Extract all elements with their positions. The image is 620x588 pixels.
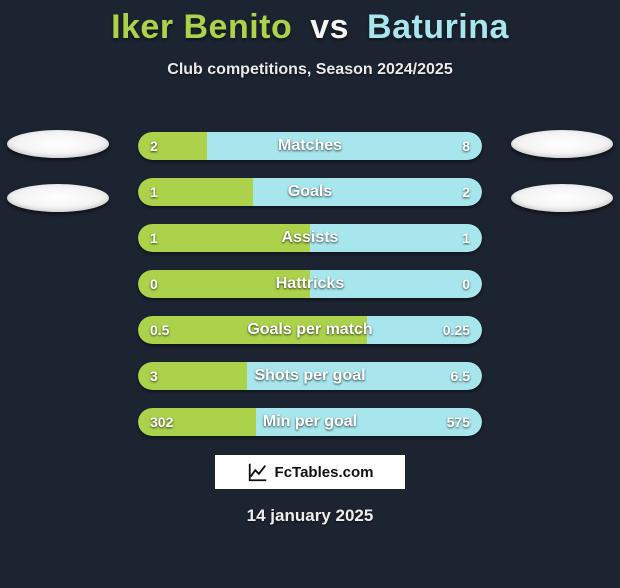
club-badge-icon	[511, 130, 613, 158]
bar-fill-right	[367, 316, 482, 344]
date-label: 14 january 2025	[0, 506, 620, 526]
stat-bar: 00Hattricks	[138, 270, 482, 298]
stat-bar: 36.5Shots per goal	[138, 362, 482, 390]
bar-fill-left	[138, 316, 367, 344]
bar-fill-right	[247, 362, 482, 390]
player1-name: Iker Benito	[111, 8, 292, 46]
brand-badge: FcTables.com	[214, 454, 406, 490]
player1-badges	[6, 130, 110, 212]
stat-bar: 11Assists	[138, 224, 482, 252]
club-badge-icon	[7, 184, 109, 212]
club-badge-icon	[511, 184, 613, 212]
bar-fill-right	[310, 270, 482, 298]
bar-fill-right	[207, 132, 482, 160]
player2-name: Baturina	[367, 8, 509, 46]
comparison-bars: 28Matches 12Goals 11Assists 00Hattricks 0.50…	[138, 132, 482, 436]
vs-label: vs	[310, 8, 349, 46]
brand-label: FcTables.com	[275, 464, 374, 481]
bar-fill-right	[253, 178, 482, 206]
bar-fill-left	[138, 178, 253, 206]
club-badge-icon	[7, 130, 109, 158]
bar-fill-left	[138, 362, 247, 390]
stat-bar: 0.50.25Goals per match	[138, 316, 482, 344]
stat-bar: 302575Min per goal	[138, 408, 482, 436]
bar-fill-left	[138, 132, 207, 160]
bar-fill-right	[256, 408, 482, 436]
chart-icon	[247, 461, 269, 483]
stat-bar: 28Matches	[138, 132, 482, 160]
bar-fill-left	[138, 270, 310, 298]
stat-bar: 12Goals	[138, 178, 482, 206]
subtitle: Club competitions, Season 2024/2025	[0, 61, 620, 79]
bar-fill-left	[138, 224, 310, 252]
bar-fill-right	[310, 224, 482, 252]
page-title: Iker Benito vs Baturina	[0, 8, 620, 47]
bar-fill-left	[138, 408, 256, 436]
player2-badges	[510, 130, 614, 212]
